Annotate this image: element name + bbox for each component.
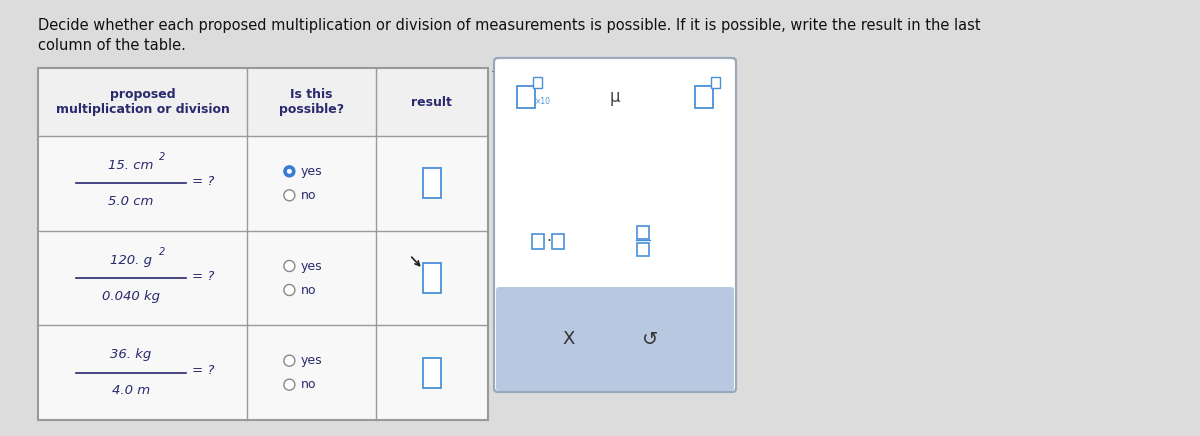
Text: yes: yes: [301, 259, 323, 272]
Text: ↺: ↺: [642, 330, 659, 348]
Bar: [637, 243, 649, 256]
Bar: [38, 68, 488, 136]
Text: ×10: ×10: [535, 97, 551, 106]
Bar: [38, 231, 488, 325]
Text: 2: 2: [158, 152, 164, 162]
Text: 36. kg: 36. kg: [110, 348, 151, 361]
Circle shape: [284, 260, 295, 272]
Text: column of the table.: column of the table.: [38, 38, 186, 53]
Bar: [422, 263, 440, 293]
Text: 15. cm: 15. cm: [108, 159, 154, 172]
Text: yes: yes: [301, 165, 323, 178]
Circle shape: [284, 285, 295, 296]
Bar: [695, 86, 713, 108]
Text: 4.0 m: 4.0 m: [112, 384, 150, 397]
Bar: [422, 358, 440, 388]
Bar: [517, 86, 535, 108]
Circle shape: [284, 379, 295, 390]
Bar: [533, 234, 545, 249]
Text: Is this
possible?: Is this possible?: [278, 88, 344, 116]
Text: no: no: [301, 378, 317, 391]
Text: yes: yes: [301, 354, 323, 367]
Bar: [552, 234, 564, 249]
Text: 2: 2: [158, 247, 164, 257]
Text: result: result: [412, 95, 452, 109]
Text: = ?: = ?: [192, 175, 214, 188]
Bar: [422, 168, 440, 198]
Bar: [710, 77, 720, 88]
Bar: [533, 77, 542, 88]
Bar: [38, 325, 488, 420]
Text: = ?: = ?: [192, 269, 214, 283]
Bar: [38, 68, 488, 420]
Text: no: no: [301, 283, 317, 296]
Text: Decide whether each proposed multiplication or division of measurements is possi: Decide whether each proposed multiplicat…: [38, 18, 980, 33]
Text: no: no: [301, 189, 317, 202]
Circle shape: [284, 355, 295, 366]
Text: 120. g: 120. g: [109, 253, 151, 266]
Text: μ: μ: [610, 88, 620, 106]
Text: X: X: [562, 330, 575, 348]
FancyBboxPatch shape: [496, 287, 734, 391]
Text: = ?: = ?: [192, 364, 214, 377]
Text: ·: ·: [491, 67, 494, 77]
Circle shape: [284, 190, 295, 201]
Bar: [38, 136, 488, 231]
Text: 5.0 cm: 5.0 cm: [108, 195, 154, 208]
Circle shape: [284, 166, 295, 177]
Bar: [637, 226, 649, 239]
Text: ·: ·: [546, 234, 551, 249]
Text: 0.040 kg: 0.040 kg: [102, 290, 160, 303]
FancyBboxPatch shape: [494, 58, 736, 392]
Text: proposed
multiplication or division: proposed multiplication or division: [55, 88, 229, 116]
Circle shape: [287, 169, 292, 174]
